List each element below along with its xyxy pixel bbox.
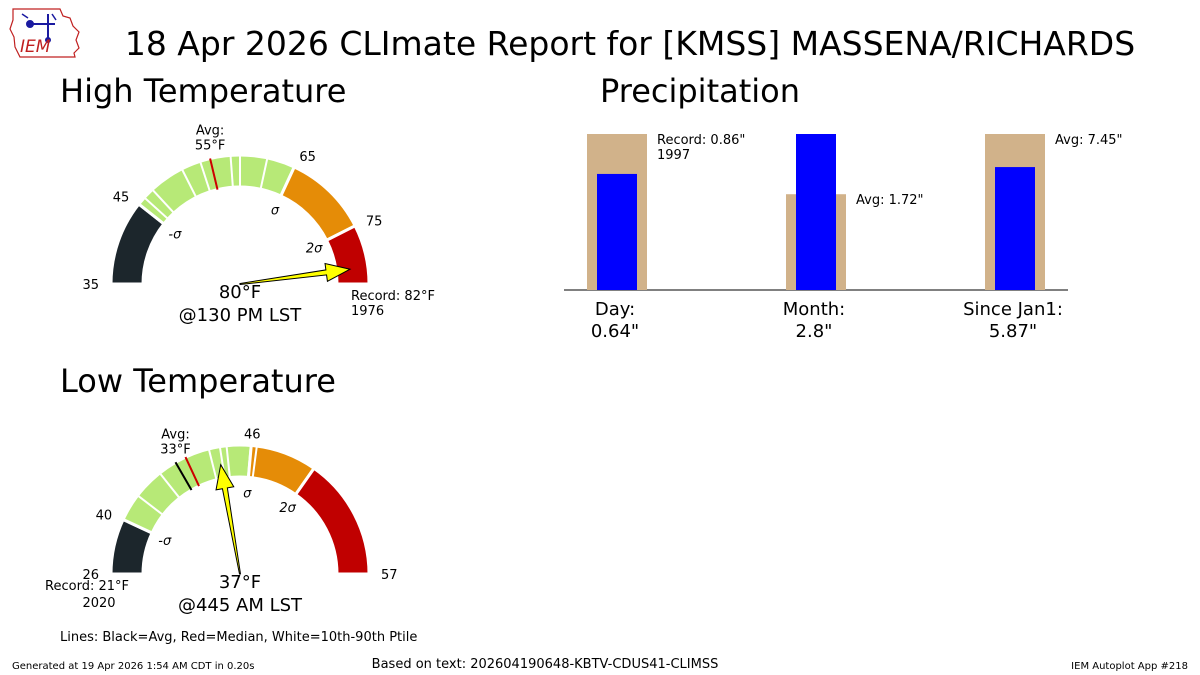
gauge-boundary-label-2: 46 — [244, 428, 261, 443]
gauge-boundary-label-2: 65 — [299, 150, 316, 165]
gauge-boundary-label-1: 40 — [96, 508, 113, 523]
percentile-line-1 — [158, 472, 181, 499]
median-line — [184, 456, 200, 487]
median-line — [209, 158, 219, 190]
gauge-sigma-label-0: -σ — [168, 228, 182, 243]
gauge-record-label-line2: 2020 — [82, 596, 115, 611]
low-temperature-gauge: Low Temperature 26 40 46 57 -σ σ 2σ Avg:33°F Rec… — [45, 362, 398, 616]
gauge-boundary-label-3: 57 — [381, 568, 398, 583]
percentile-line-2 — [180, 168, 198, 198]
precipitation-chart: Precipitation Record: 0.86"1997 Day:0.64"… — [564, 72, 1123, 342]
precip-category-label-0: Day: — [595, 299, 635, 320]
high-temp-title: High Temperature — [60, 72, 346, 110]
generated-timestamp: Generated at 19 Apr 2026 1:54 AM CDT in … — [12, 661, 255, 672]
percentile-line-1 — [151, 188, 175, 214]
precip-value-label-1: 2.8" — [796, 321, 833, 342]
gauge-avg-label-line1: Avg: — [196, 124, 224, 139]
reference-label-1-0: Avg: 1.72" — [856, 193, 924, 208]
gauge-sigma-label-2: 2σ — [279, 501, 296, 516]
gauge-boundary-label-0: 26 — [82, 568, 99, 583]
low-temp-title: Low Temperature — [60, 362, 336, 400]
weather-instrument-icon — [21, 13, 57, 43]
gauge-sigma-label-1: σ — [243, 486, 252, 501]
percentile-line-4 — [225, 445, 231, 478]
gauge-sigma-label-1: σ — [271, 204, 280, 219]
observed-bar-2 — [995, 167, 1035, 290]
gauge-record-label-line2: 1976 — [351, 304, 384, 319]
gauge-value-label: 80°F — [219, 282, 261, 303]
reference-label-0-0: Record: 0.86" — [657, 133, 745, 148]
source-text-id: Based on text: 202604190648-KBTV-CDUS41-… — [372, 657, 719, 672]
iem-logo: IEM — [9, 8, 80, 58]
gauge-boundary-label-3: 75 — [366, 214, 383, 229]
gauge-record-label-line1: Record: 21°F — [45, 579, 129, 594]
percentile-line-6 — [259, 157, 269, 190]
gauge-segment-2 — [278, 164, 358, 243]
lines-legend-note: Lines: Black=Avg, Red=Median, White=10th… — [60, 630, 417, 645]
observed-bar-1 — [796, 134, 836, 290]
precip-value-label-2: 5.87" — [989, 321, 1037, 342]
gauge-avg-label-line2: 55°F — [195, 139, 226, 154]
percentile-line-4 — [229, 155, 234, 188]
gauge-sigma-label-0: -σ — [158, 534, 172, 549]
gauge-value-label: 37°F — [219, 572, 261, 593]
gauge-avg-label-line2: 33°F — [160, 442, 191, 457]
reference-label-2-0: Avg: 7.45" — [1055, 133, 1123, 148]
average-line — [174, 461, 193, 491]
observed-bar-0 — [597, 173, 637, 290]
percentile-line-0 — [137, 494, 164, 516]
gauge-sigma-label-2: 2σ — [306, 242, 323, 257]
precip-title: Precipitation — [600, 72, 800, 110]
autoplot-app-id: IEM Autoplot App #218 — [1071, 661, 1188, 672]
precip-category-label-2: Since Jan1: — [963, 299, 1063, 320]
page-title: 18 Apr 2026 CLImate Report for [KMSS] MA… — [125, 24, 1135, 63]
reference-label-0-1: 1997 — [657, 148, 690, 163]
gauge-avg-label-line1: Avg: — [161, 427, 189, 442]
gauge-time-label: @445 AM LST — [178, 595, 303, 616]
precip-value-label-0: 0.64" — [591, 321, 639, 342]
value-arrow — [215, 463, 242, 575]
high-temperature-gauge: High Temperature 35 45 65 75 -σ σ 2σ Avg:55°F Re… — [60, 72, 435, 326]
gauge-segment-3 — [293, 466, 371, 576]
gauge-time-label: @130 PM LST — [179, 305, 303, 326]
gauge-boundary-label-1: 45 — [113, 191, 130, 206]
value-arrow — [239, 262, 352, 286]
logo-text: IEM — [20, 37, 51, 57]
percentile-line-3 — [199, 161, 211, 193]
gauge-boundary-label-0: 35 — [82, 278, 99, 293]
precip-category-label-1: Month: — [783, 299, 845, 320]
gauge-record-label-line1: Record: 82°F — [351, 289, 435, 304]
percentile-line-5 — [251, 445, 258, 478]
percentile-line-2 — [207, 448, 218, 481]
percentile-line-0 — [143, 196, 169, 220]
